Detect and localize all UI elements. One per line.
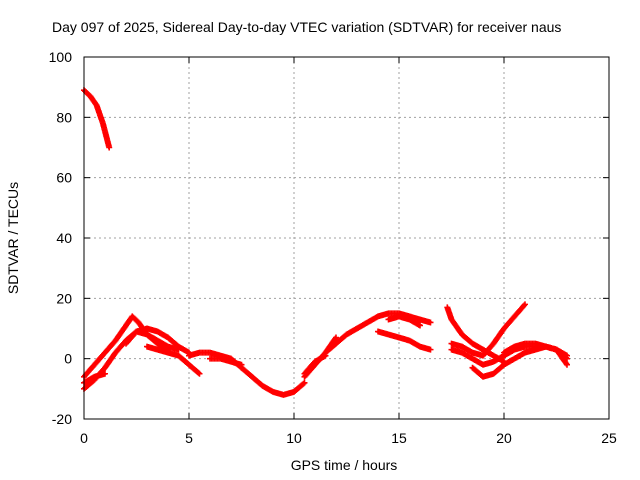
series-track-14 — [385, 313, 423, 329]
x-tick-label: 20 — [496, 430, 512, 446]
series-track-13 — [375, 328, 434, 353]
y-tick-label: 60 — [56, 170, 72, 186]
x-tick-label: 5 — [185, 430, 193, 446]
y-tick-label: 0 — [64, 351, 72, 367]
series-track-3 — [81, 313, 171, 380]
data-point — [522, 301, 528, 308]
series-track-1 — [81, 87, 113, 151]
data-point — [102, 370, 108, 377]
data-tracks — [81, 87, 570, 398]
chart-title: Day 097 of 2025, Sidereal Day-to-day VTE… — [52, 19, 561, 35]
series-track-19 — [501, 340, 570, 368]
series-track-12 — [322, 310, 434, 356]
data-point — [521, 302, 528, 309]
y-tick-label: 40 — [56, 230, 72, 246]
y-tick-label: 80 — [56, 109, 72, 125]
series-track-4 — [81, 370, 108, 386]
x-tick-label: 0 — [80, 430, 88, 446]
data-point — [332, 335, 339, 342]
series-track-9 — [238, 364, 308, 398]
gridlines — [84, 57, 609, 419]
data-point — [563, 360, 570, 367]
data-point — [427, 346, 434, 353]
y-tick-label: 20 — [56, 290, 72, 306]
data-point — [427, 319, 434, 326]
data-point — [195, 369, 202, 376]
axis-ticks: 0 5 10 15 20 25 -20 0 20 40 60 80 100 — [49, 49, 617, 446]
data-point — [196, 370, 203, 377]
x-tick-label: 15 — [391, 430, 407, 446]
y-axis-title: SDTVAR / TECUs — [5, 182, 21, 294]
x-axis-title: GPS time / hours — [291, 457, 398, 473]
x-tick-label: 25 — [601, 430, 617, 446]
data-point — [106, 144, 113, 151]
data-point — [564, 352, 570, 359]
series-track-16 — [448, 301, 528, 359]
series-track-8 — [207, 355, 245, 368]
data-point — [300, 380, 307, 387]
data-point — [301, 379, 308, 386]
y-tick-label: -20 — [52, 411, 72, 427]
data-point — [564, 361, 570, 368]
series-track-11 — [301, 352, 329, 377]
x-tick-label: 10 — [286, 430, 302, 446]
data-point — [333, 334, 339, 341]
data-point — [417, 322, 423, 329]
y-tick-label: 100 — [49, 49, 73, 65]
series-track-6 — [144, 343, 203, 377]
